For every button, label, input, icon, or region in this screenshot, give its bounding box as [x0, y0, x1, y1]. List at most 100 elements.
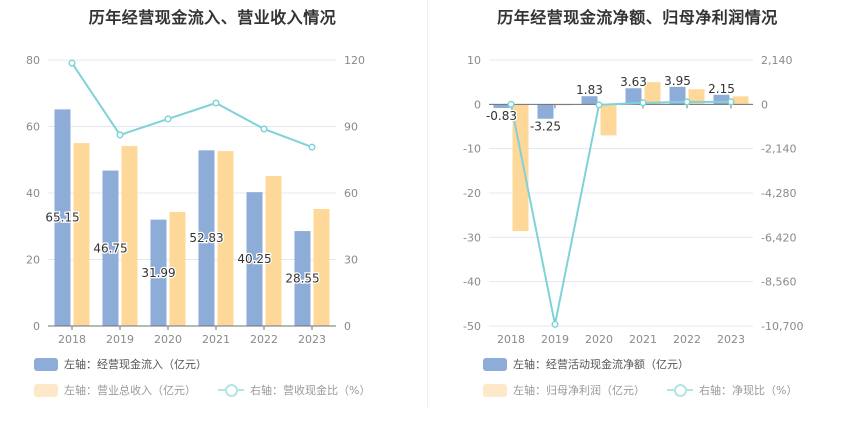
legend-label: 左轴：归母净利润（亿元） [513, 384, 645, 397]
left-axis-tick-label: -20 [463, 187, 481, 200]
right-chart-svg: -50 -40 -30 -20 -10 0 10 -10,700 -8,560 -6,420 -4,… [463, 54, 803, 346]
legend-label: 右轴：营收现金比（%） [250, 384, 371, 397]
left-axis-tick-label: 0 [33, 320, 40, 333]
x-axis-tick-label: 2023 [298, 333, 326, 346]
legend-item-left-0[interactable]: 左轴：经营现金流入（亿元） [34, 356, 207, 372]
line-point-2022 [683, 98, 691, 106]
legend-item-left-1[interactable]: 左轴：营业总收入（亿元） [34, 382, 196, 398]
x-axis-tick-label: 2022 [250, 333, 278, 346]
right-axis-tick-label: 2,140 [761, 54, 793, 67]
left-chart-panel: 历年经营现金流入、营业收入情况 0 20 40 60 80 0 30 60 90 120 2018 2… [26, 8, 370, 398]
bar-right-blue-2023 [713, 94, 730, 105]
legend-swatch-blue-icon [483, 357, 507, 371]
left-axis-tick-label: -10 [463, 143, 481, 156]
legend-label: 左轴：经营活动现金流净额（亿元） [513, 358, 689, 371]
right-chart-title: 历年经营现金流净额、归母净利润情况 [497, 8, 778, 27]
legend-line-marker-icon [667, 383, 693, 397]
bar-right-blue-2018 [493, 104, 510, 109]
bar-value-label: 40.25 [237, 252, 271, 266]
x-axis-tick-label: 2020 [154, 333, 182, 346]
legend-item-right-1[interactable]: 左轴：归母净利润（亿元） [483, 382, 645, 398]
bar-right-blue-2021 [625, 88, 642, 105]
panel-divider [427, 0, 428, 407]
bar-value-label: 31.99 [141, 266, 175, 280]
line-series-left [71, 62, 313, 149]
legend-item-right-2[interactable]: 右轴：净现比（%） [667, 382, 797, 398]
right-axis-tick-label: 0 [761, 98, 768, 111]
x-axis-tick-label: 2018 [58, 333, 86, 346]
right-axis-tick-label: 60 [344, 187, 358, 200]
bar-left-orange-2020 [169, 211, 186, 326]
bar-left-orange-2022 [265, 176, 282, 326]
line-point-2022 [260, 125, 268, 133]
bar-left-blue-2018 [54, 109, 71, 326]
bar-right-orange-2023 [732, 96, 749, 105]
bar-value-label: 46.75 [93, 241, 127, 255]
line-point-2020 [164, 115, 172, 123]
legend-line-marker-icon [218, 383, 244, 397]
right-axis-tick-label: -4,280 [761, 187, 796, 200]
bar-left-blue-2023 [294, 231, 311, 326]
left-axis-tick-label: -50 [463, 320, 481, 333]
legend-swatch-blue-icon [34, 357, 58, 371]
line-point-2019 [116, 131, 124, 139]
bar-value-label: -3.25 [530, 120, 561, 134]
bar-value-label: 28.55 [285, 272, 319, 286]
line-series-right [510, 100, 732, 325]
bar-left-orange-2018 [73, 143, 90, 326]
bar-value-label: 1.83 [576, 83, 603, 97]
bar-right-blue-2020 [581, 96, 598, 105]
bar-value-label: 3.95 [664, 74, 691, 88]
right-axis-tick-label: -6,420 [761, 231, 796, 244]
left-chart-svg: 0 20 40 60 80 0 30 60 90 120 2018 2019 2020 2021 2022 2… [26, 54, 365, 346]
bar-right-blue-2019 [537, 104, 554, 119]
legend-label: 左轴：经营现金流入（亿元） [64, 358, 207, 371]
line-point-2018 [507, 100, 515, 108]
bar-left-blue-2020 [150, 219, 167, 326]
legend-item-left-2[interactable]: 右轴：营收现金比（%） [218, 382, 370, 398]
bar-right-orange-2021 [644, 82, 661, 105]
legend-label: 左轴：营业总收入（亿元） [64, 384, 196, 397]
bar-left-blue-2019 [102, 170, 119, 326]
x-axis-tick-label: 2019 [106, 333, 134, 346]
right-axis-tick-label: -8,560 [761, 276, 796, 289]
x-axis-tick-label: 2022 [673, 333, 701, 346]
line-point-2020 [595, 101, 603, 109]
bar-value-label: 2.15 [708, 82, 735, 96]
left-chart-title: 历年经营现金流入、营业收入情况 [88, 8, 337, 27]
legend-swatch-orange-icon [34, 383, 58, 397]
left-axis-tick-label: 20 [26, 254, 40, 267]
left-axis-tick-label: 80 [26, 54, 40, 67]
bar-left-orange-2019 [121, 146, 138, 326]
line-point-2021 [639, 99, 647, 107]
legend-label: 右轴：净现比（%） [699, 384, 798, 397]
right-axis-tick-label: -10,700 [761, 320, 803, 333]
left-axis-tick-label: 60 [26, 121, 40, 134]
bar-value-label: 65.15 [45, 211, 79, 225]
x-axis-tick-label: 2023 [717, 333, 745, 346]
right-axis-tick-label: 90 [344, 121, 358, 134]
line-point-2019 [551, 320, 559, 328]
line-point-2023 [308, 143, 316, 151]
left-axis-tick-label: -30 [463, 231, 481, 244]
left-axis-tick-label: -40 [463, 276, 481, 289]
x-axis-tick-label: 2019 [541, 333, 569, 346]
legend-swatch-orange-icon [483, 383, 507, 397]
bar-right-blue-2022 [669, 86, 686, 105]
bar-value-label: -0.83 [486, 109, 517, 123]
bar-left-blue-2022 [246, 192, 263, 326]
right-axis-tick-label: -2,140 [761, 143, 796, 156]
bar-right-orange-2020 [600, 104, 617, 136]
left-axis-tick-label: 0 [474, 98, 481, 111]
bar-value-label: 3.63 [620, 75, 647, 89]
right-axis-tick-label: 120 [344, 54, 365, 67]
bar-left-blue-2021 [198, 150, 215, 326]
bar-left-orange-2023 [313, 208, 330, 326]
line-point-2023 [727, 98, 735, 106]
line-point-2021 [212, 99, 220, 107]
x-axis-tick-label: 2021 [202, 333, 230, 346]
x-axis-tick-label: 2018 [497, 333, 525, 346]
legend-item-right-0[interactable]: 左轴：经营活动现金流净额（亿元） [483, 356, 689, 372]
bar-left-orange-2021 [217, 151, 234, 326]
x-axis-tick-label: 2021 [629, 333, 657, 346]
